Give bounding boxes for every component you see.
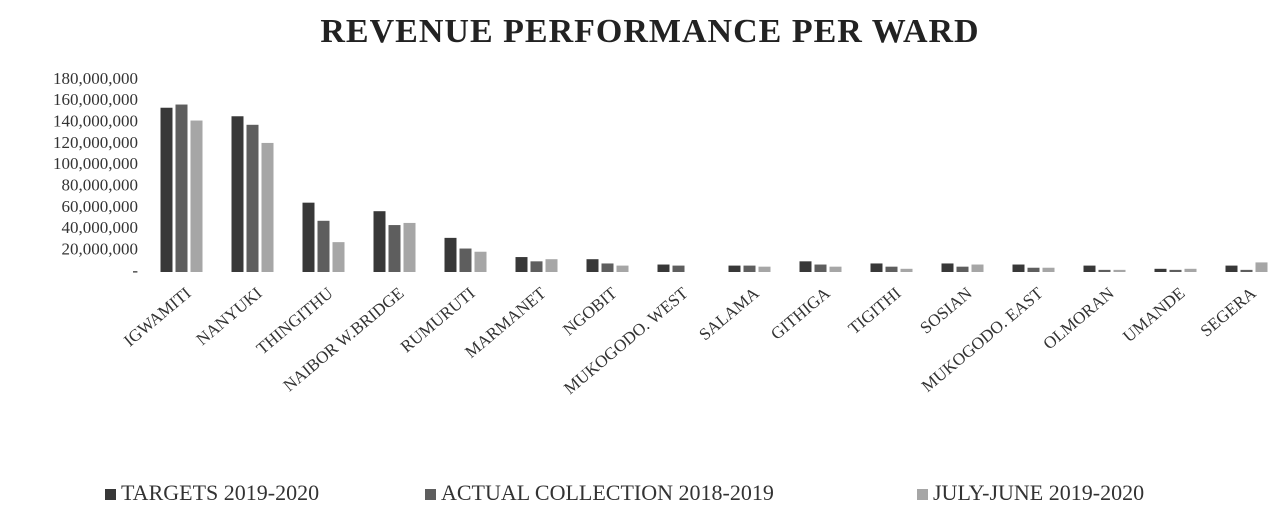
bar [317,220,330,272]
bar [190,120,203,273]
bar [728,265,741,272]
bar [1042,267,1055,272]
bar [1098,269,1111,272]
y-tick-label: 120,000,000 [53,133,138,152]
y-tick-label: 40,000,000 [62,218,139,237]
bar [941,263,954,272]
x-tick-label: NGOBIT [559,283,621,339]
legend-swatch [917,489,928,500]
bar [545,259,558,272]
bar [657,264,670,272]
bar [388,225,401,272]
bar [971,264,984,272]
bar [1225,265,1238,272]
bar [444,237,457,272]
legend-label: ACTUAL COLLECTION 2018-2019 [441,480,774,505]
bar [175,104,188,273]
y-tick-label: 160,000,000 [53,90,138,109]
x-tick-label: UMANDE [1119,284,1188,347]
x-tick-label: NAIBOR W.BRIDGE [280,284,408,396]
bar [1113,269,1126,272]
bar [1027,267,1040,272]
bar [829,266,842,272]
bar [160,107,173,272]
y-tick-label: 80,000,000 [62,176,139,195]
bar [1083,265,1096,272]
bar [885,266,898,272]
bar [672,265,685,272]
bar [1240,269,1253,272]
y-tick-label: 20,000,000 [62,240,139,259]
bar [530,261,543,272]
x-tick-label: NANYUKI [193,283,266,349]
y-tick-label: - [132,261,138,280]
bar [616,265,629,272]
bar [1154,268,1167,272]
bar [799,261,812,272]
bar [1184,268,1197,272]
bar [870,263,883,272]
x-tick-label: MUKOGODO. WEST [560,283,692,398]
x-tick-label: SEGERA [1197,283,1260,341]
bar [373,211,386,272]
bar [231,116,244,273]
bar [743,265,756,272]
legend-swatch [425,489,436,500]
bar [302,202,315,272]
bar [261,142,274,272]
bar [403,222,416,272]
x-tick-label: GITHIGA [767,283,834,344]
legend-swatch [105,489,116,500]
bar [474,251,487,272]
bar [758,266,771,272]
y-tick-label: 180,000,000 [53,69,138,88]
bar [900,268,913,272]
bar [586,259,599,272]
bar [1169,269,1182,272]
x-tick-label: OLMORAN [1040,284,1118,354]
bar [1255,262,1268,272]
x-tick-label: MUKOGODO. EAST [918,283,1047,396]
bar [601,263,614,272]
x-tick-label: SOSIAN [916,284,975,338]
chart-title: REVENUE PERFORMANCE PER WARD [320,13,979,50]
bar [1012,264,1025,272]
legend-label: JULY-JUNE 2019-2020 [933,480,1144,505]
bar [814,264,827,272]
x-tick-label: IGWAMITI [120,283,195,350]
bar [459,248,472,272]
legend-label: TARGETS 2019-2020 [121,480,319,505]
bar [246,124,259,272]
bar [956,266,969,272]
bar [515,257,528,272]
y-tick-label: 100,000,000 [53,154,138,173]
bar [332,242,345,272]
y-tick-label: 60,000,000 [62,197,139,216]
y-tick-label: 140,000,000 [53,112,138,131]
x-tick-label: TIGITHI [845,283,905,338]
x-tick-label: SALAMA [695,283,763,344]
